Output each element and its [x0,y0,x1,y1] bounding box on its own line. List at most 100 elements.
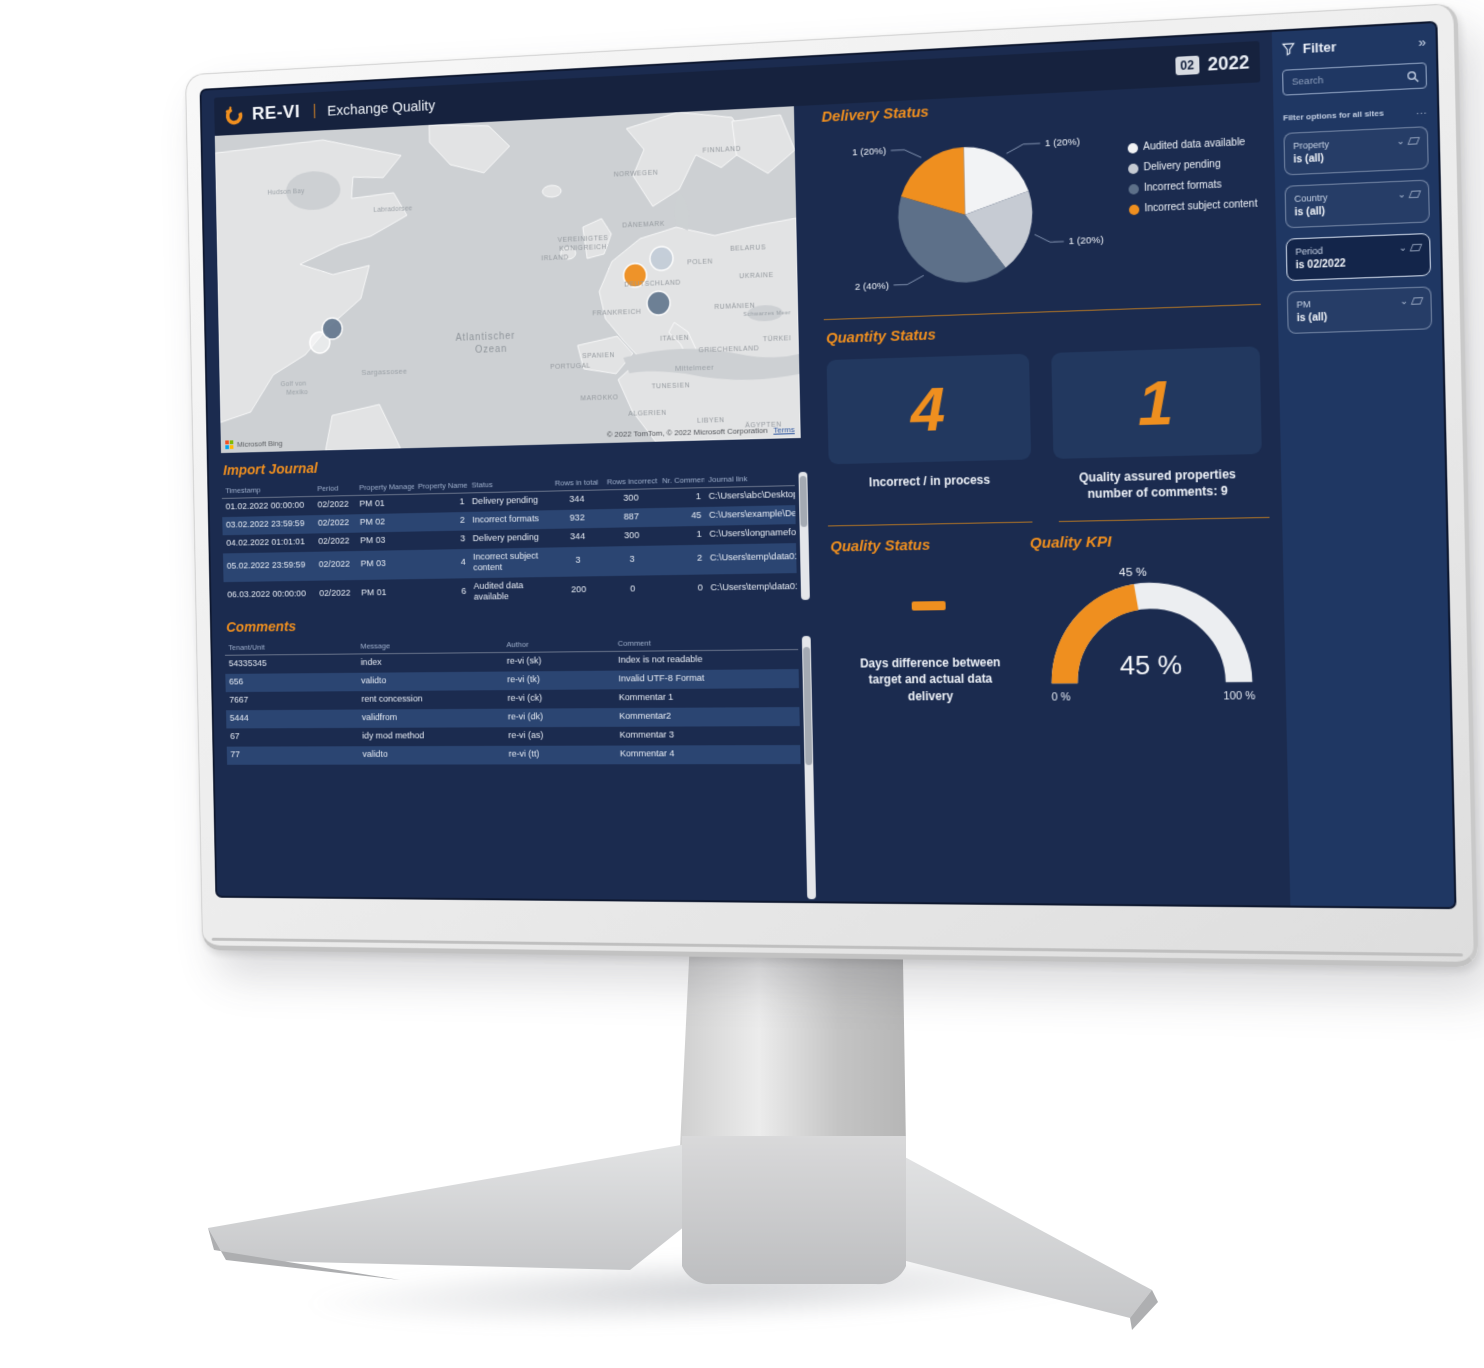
bing-attribution: Microsoft Bing [225,438,283,450]
map-graphic [214,106,801,454]
col-header[interactable]: Tenant/Unit [228,643,265,653]
kpi-caption: Quality assured properties number of com… [1078,466,1237,501]
eraser-icon[interactable] [1408,189,1422,198]
kpi-value: 1 [1136,367,1175,439]
map-label: POLEN [687,257,713,266]
chevron-down-icon[interactable]: ⌄ [1399,295,1409,307]
map-markers [308,246,674,353]
chevron-down-icon[interactable]: ⌄ [1398,242,1407,253]
map-label: ITALIEN [660,334,690,343]
col-header[interactable]: Rows incorrect [606,476,658,487]
map-label: RUMÄNIEN [714,302,756,311]
map-label: Sargassosee [361,366,408,377]
app-logo: RE-VI | Exchange Quality [223,94,435,128]
map-label: TUNESIEN [651,381,691,390]
quality-status-caption: Days difference between target and actua… [859,655,1001,703]
brand-separator: | [312,102,317,120]
map-label: ALGERIEN [628,409,667,418]
map-label: Golf von [280,380,307,388]
search-input[interactable] [1289,69,1407,90]
map-label: Ozean [475,343,508,356]
map-label: BELARUS [730,243,767,253]
legend-swatch [1127,142,1139,154]
quantity-cards: 4 1 [826,346,1262,465]
pie-label: 1 (20%) [1068,235,1104,248]
table-row[interactable]: 67 idy mod method re-vi (as) Kommentar 3 [230,729,675,742]
chevron-down-icon[interactable]: ⌄ [1396,135,1405,147]
legend-swatch [1128,203,1140,215]
gauge-target-label: 45 % [1119,566,1147,579]
eraser-icon[interactable] [1410,296,1424,305]
eraser-icon[interactable] [1409,243,1423,252]
import-journal-table: Timestamp Period Property Manager Proper… [221,470,810,610]
table-row[interactable]: 77 validto re-vi (tt) Kommentar 4 [226,745,801,765]
revi-logo-icon [223,104,245,128]
delivery-status-chart: 1 (20%) 1 (20%) 2 (40%) 1 (20%) Audited … [820,109,1265,309]
scrollbar-thumb[interactable] [803,646,813,766]
quality-kpi-title: Quality KPI [1029,533,1112,553]
expand-panel-icon[interactable]: » [1418,34,1427,51]
scrollbar-thumb[interactable] [799,475,808,528]
gauge-max-label: 100 % [1223,691,1255,703]
kpi-value: 4 [909,374,946,445]
col-header[interactable]: Timestamp [225,485,261,496]
pie-chart[interactable]: 1 (20%) 1 (20%) 2 (40%) 1 (20%) [820,116,1129,309]
col-header[interactable]: Status [471,480,493,490]
filter-card-period[interactable]: Period ⌄ is 02/2022 [1285,232,1432,282]
legend-item[interactable]: Delivery pending [1128,157,1257,174]
kpi-caption: Incorrect / in process [868,472,991,490]
filter-card-pm[interactable]: PM ⌄ is (all) [1286,286,1433,335]
filter-icon [1281,42,1295,56]
pie-legend: Audited data available Delivery pending … [1127,136,1258,215]
legend-swatch [1128,162,1139,174]
legend-item[interactable]: Incorrect subject content [1128,198,1258,215]
map-label: LIBYEN [697,416,725,425]
filter-section-label: Filter options for all sites [1282,107,1384,123]
map-label: SPANIEN [582,351,616,360]
map-label: PORTUGAL [549,362,591,371]
kpi-card-incorrect[interactable]: 4 [826,353,1031,465]
chevron-down-icon[interactable]: ⌄ [1397,188,1406,200]
kpi-card-assured[interactable]: 1 [1050,346,1262,459]
filter-title: Filter [1302,38,1337,57]
month-badge: 02 [1174,55,1200,76]
pie-label: 2 (40%) [855,280,889,293]
search-icon[interactable] [1406,69,1419,82]
map-label: UKRAINE [739,271,774,280]
terms-link[interactable]: Terms [773,425,795,435]
gauge-chart[interactable]: 45 % 45 % 0 % 100 % [1028,557,1274,703]
map-label: Mittelmeer [674,362,714,373]
table-row[interactable]: 5444 validfrom re-vi (dk) Kommentar2 [226,707,800,729]
map-label: IRLAND [541,253,569,262]
map-provider: Microsoft Bing [236,438,283,449]
col-header[interactable]: Property Manager [359,481,415,493]
gauge-min-label: 0 % [1051,692,1070,704]
quality-status-dash [911,601,946,611]
col-header[interactable]: Author [506,640,529,650]
legend-item[interactable]: Incorrect formats [1128,178,1257,195]
more-options-icon[interactable]: ... [1416,105,1428,117]
col-header[interactable]: Property Name [417,480,468,491]
bing-map[interactable]: Hudson Bay Labradorsee NORWEGEN FINNLAND… [214,106,801,454]
filter-card-country[interactable]: Country ⌄ is (all) [1284,179,1430,229]
eraser-icon[interactable] [1407,136,1420,145]
col-header[interactable]: Rows in total [554,477,599,488]
legend-swatch [1128,183,1139,195]
col-header[interactable]: Journal link [708,474,748,485]
filter-card-property[interactable]: Property ⌄ is (all) [1283,126,1429,176]
quality-status-title: Quality Status [830,536,931,556]
microsoft-logo-icon [225,440,234,450]
map-label: TÜRKEI [762,334,792,343]
map-label: Mexiko [286,388,309,397]
col-header[interactable]: Comment [617,639,651,649]
col-header[interactable]: Nr. Comments [662,475,705,486]
legend-item[interactable]: Audited data available [1127,136,1257,154]
dashboard-main: RE-VI | Exchange Quality 02 2022 [201,32,1290,906]
year-label: 2022 [1207,51,1250,75]
pie-label: 1 (20%) [852,145,886,158]
dashboard-screen: RE-VI | Exchange Quality 02 2022 [199,20,1457,910]
comments-title: Comments [226,618,297,637]
col-header[interactable]: Period [317,483,339,493]
col-header[interactable]: Message [360,641,391,651]
